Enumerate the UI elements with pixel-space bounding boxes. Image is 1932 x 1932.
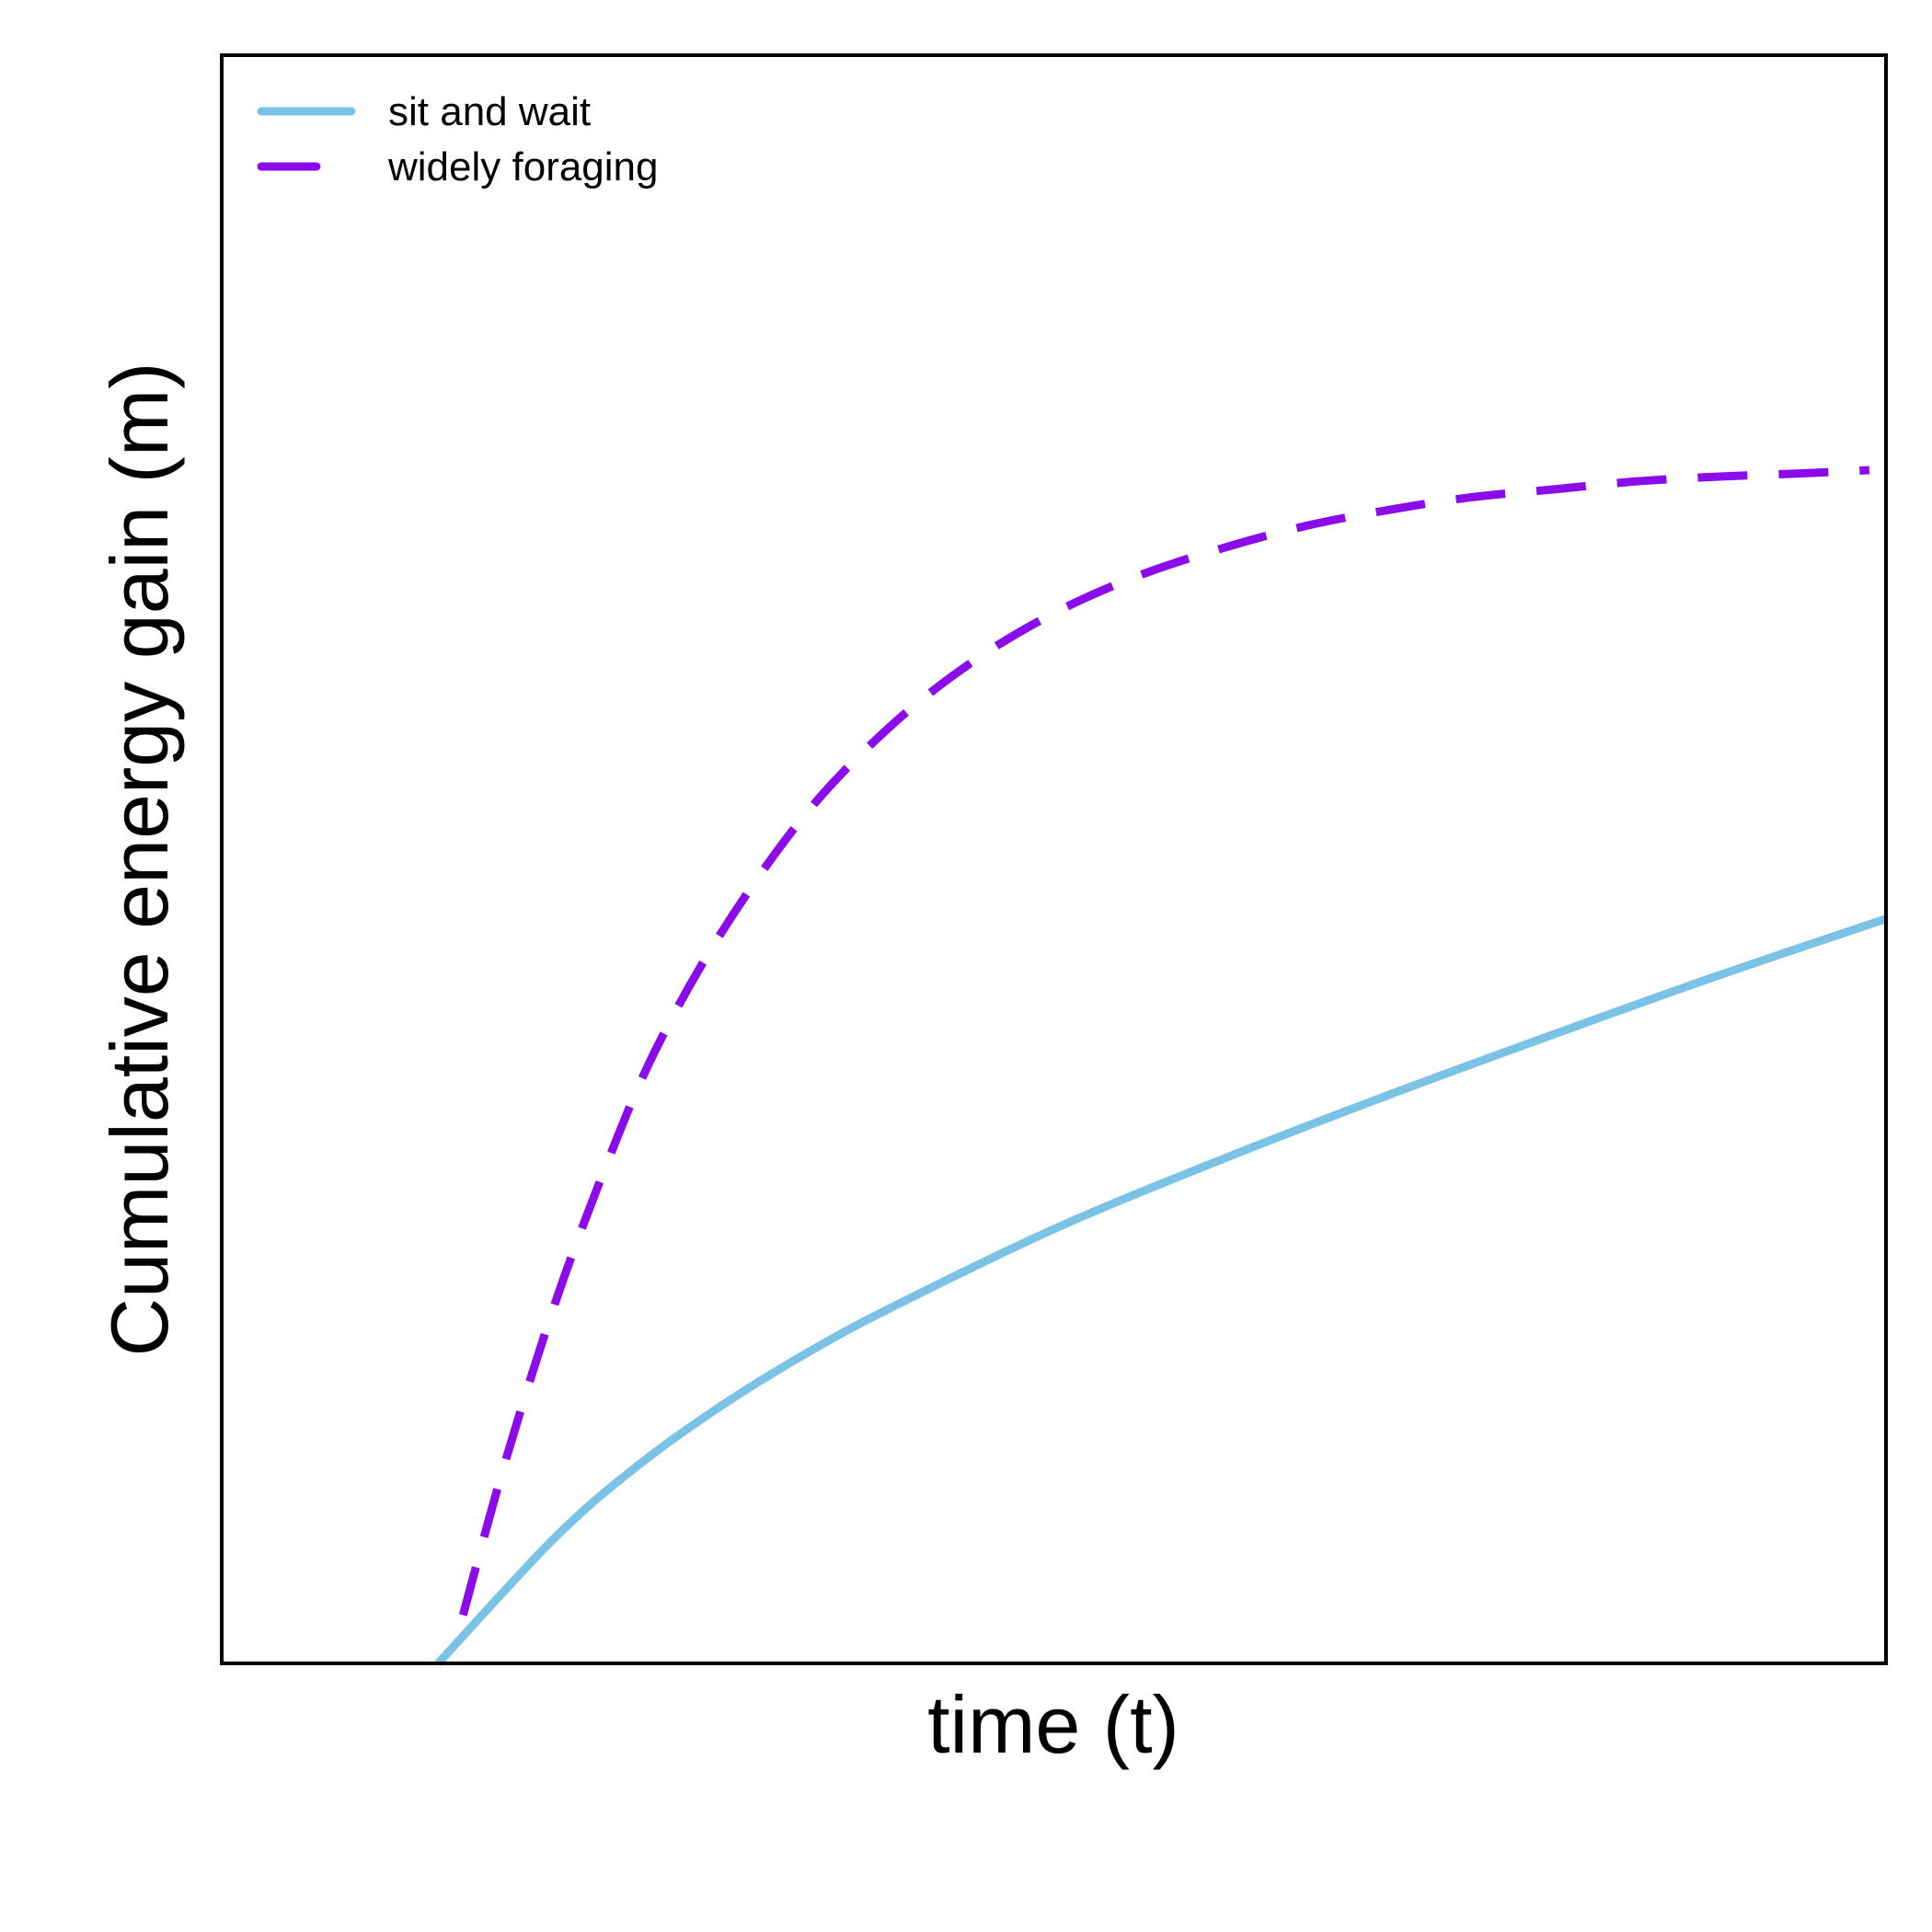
legend: sit and wait widely foraging: [257, 89, 659, 190]
plot-series: [434, 466, 1888, 1667]
series-line-widely-foraging: [458, 466, 1870, 1616]
legend-label-1: widely foraging: [387, 144, 659, 190]
series-line-sit-and-wait: [434, 914, 1888, 1667]
y-axis-title: Cumulative energy gain (m): [94, 362, 185, 1357]
x-axis-title: time (t): [927, 1679, 1179, 1770]
plot-frame: [220, 53, 1888, 1665]
legend-label-0: sit and wait: [388, 89, 591, 134]
